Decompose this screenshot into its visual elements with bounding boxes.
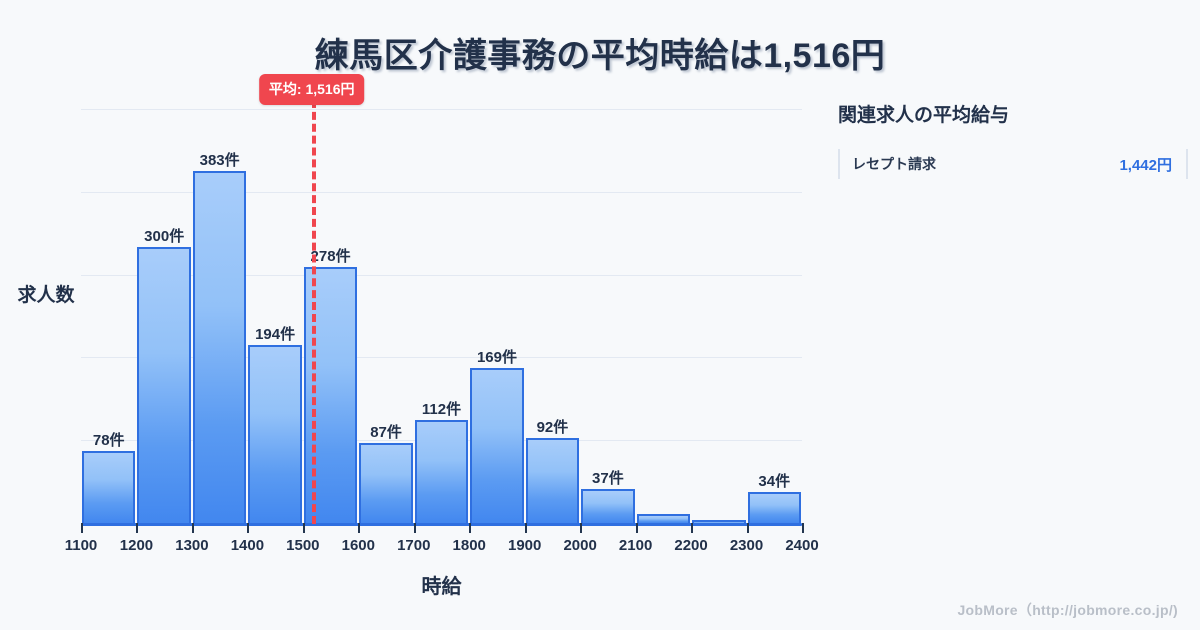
gridline [81,274,802,276]
bar-value-label: 92件 [536,419,569,437]
x-axis-tick-label: 2100 [618,537,653,554]
bar [82,451,136,523]
y-axis-title: 求人数 [17,285,75,306]
mean-line [311,100,316,524]
x-axis-tick-label: 2400 [785,537,819,554]
x-axis-tick-label: 1200 [119,537,154,554]
x-axis-tick [691,523,694,533]
x-axis-tick [191,523,194,533]
bar [137,247,191,523]
bar [192,170,247,523]
page-title: 練馬区介護事務の平均時給は1,516円 [314,37,886,75]
x-axis-tick-label: 2200 [674,537,708,554]
x-axis-tick [524,523,527,533]
x-axis-tick [247,523,250,533]
bar [636,513,691,523]
bar-value-label: 300件 [144,228,185,246]
gridline [81,357,802,359]
related-job-value: 1,442円 [1119,156,1172,174]
histogram-chart: 求人数 78件 300件 383件 194件 278件 87件 112件 169件 92件 37件… [0,74,820,600]
x-axis-tick-label: 1600 [341,537,375,554]
x-axis-tick-label: 1700 [397,537,431,554]
site-watermark: JobMore（http://jobmore.co.jp/) [957,602,1178,618]
mean-value-badge: 平均: 1,516円 [258,74,365,105]
x-axis-tick [136,523,139,533]
bar [525,438,580,523]
x-axis-tick [580,523,583,533]
x-axis-tick-label: 1400 [230,537,265,554]
x-axis-tick [358,523,361,533]
x-axis-tick [469,523,472,533]
related-jobs-heading: 関連求人の平均給与 [838,105,1010,126]
bar [414,420,469,523]
bar-value-label: 112件 [421,401,462,418]
bar-value-label: 87件 [370,423,402,441]
related-jobs-panel: 関連求人の平均給与 レセプト請求 1,442円 [838,100,1188,179]
related-job-label: レセプト請求 [852,156,936,172]
x-axis-tick-label: 1800 [452,537,486,554]
x-axis-tick [746,523,749,533]
bar [359,442,413,523]
x-axis-title: 時給 [421,576,462,598]
bar-value-label: 383件 [199,151,240,169]
x-axis-tick [635,523,638,533]
x-axis-line [81,523,802,526]
related-jobs-list: レセプト請求 1,442円 [838,149,1188,179]
x-axis-tick-label: 1100 [64,537,98,554]
bar [248,344,302,523]
bar [747,491,801,523]
bar-value-label: 278件 [310,248,351,266]
bar-value-label: 194件 [255,325,296,343]
x-axis-tick-label: 1300 [175,537,209,554]
x-axis-tick [802,523,804,533]
x-axis-tick-label: 2000 [563,537,597,554]
related-job-row: レセプト請求 1,442円 [838,149,1188,179]
x-axis-tick-label: 2300 [729,537,764,554]
gridline [81,191,802,193]
bar [692,520,746,523]
x-axis-tick [413,523,416,533]
x-axis-tick-label: 1900 [508,537,542,554]
bar [470,367,524,523]
x-axis-tick [81,523,83,533]
bar [581,488,635,523]
x-axis-tick [302,523,305,533]
gridline [81,109,802,111]
bar-value-label: 37件 [592,469,624,487]
bar-value-label: 78件 [92,432,125,450]
bar-value-label: 34件 [758,472,791,490]
x-axis-tick-label: 1500 [286,537,320,554]
bar-value-label: 169件 [476,348,517,366]
plot-area: 78件 300件 383件 194件 278件 87件 112件 169件 92件 37件 34件 [81,100,802,523]
